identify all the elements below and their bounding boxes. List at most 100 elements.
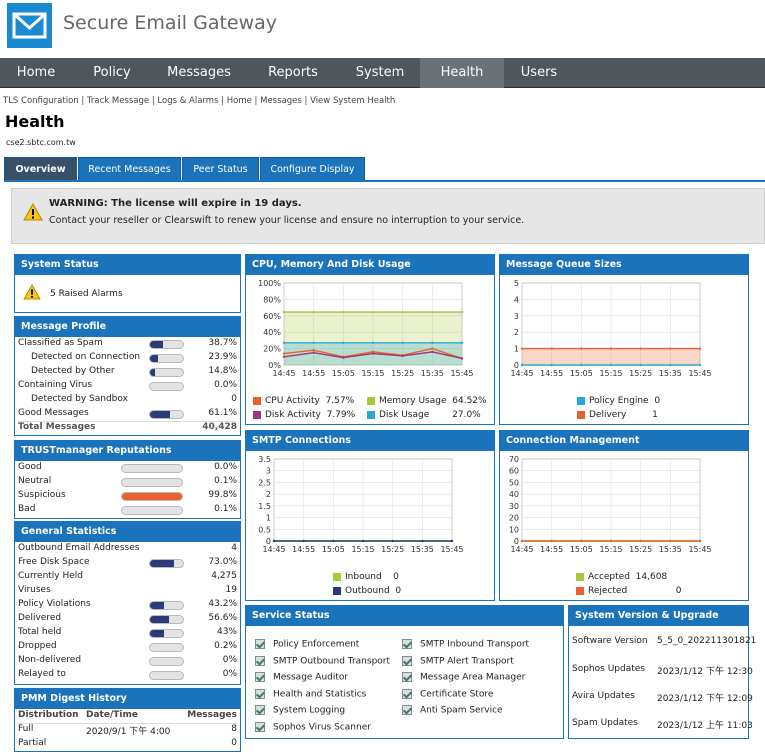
- y-tick-label: 0%: [268, 361, 281, 370]
- row-label: Delivered: [18, 613, 62, 623]
- row-label: Avira Updates: [572, 691, 635, 701]
- panel-title: General Statistics: [15, 522, 240, 542]
- x-tick-label: 15:25: [381, 545, 404, 554]
- nav-home[interactable]: Home: [16, 65, 56, 80]
- x-tick-label: 15:25: [391, 369, 414, 378]
- service-item: Message Auditor: [255, 672, 348, 683]
- data-point: [361, 539, 365, 543]
- row-label: Currently Held: [18, 571, 84, 581]
- system-version-panel: System Version & Upgrade Software Versio…: [568, 605, 756, 739]
- service-label: Message Auditor: [273, 672, 349, 683]
- y-tick-label: 3: [266, 467, 271, 476]
- row-value: 43%: [216, 627, 237, 637]
- breadcrumb[interactable]: TLS Configuration | Track Message | Logs…: [3, 96, 396, 106]
- row-value: 99.8%: [208, 490, 237, 500]
- data-point: [282, 341, 286, 345]
- hostname: cse2.sbtc.com.tw: [6, 138, 76, 147]
- row-value: 38.7%: [208, 338, 237, 348]
- reputation-row: Bad 0.1%: [18, 504, 237, 518]
- data-point: [342, 356, 345, 359]
- data-point: [609, 347, 613, 350]
- y-tick-label: 80%: [263, 295, 281, 304]
- x-tick-label: 15:15: [351, 545, 374, 554]
- nav-messages[interactable]: Messages: [167, 65, 231, 80]
- data-point: [669, 363, 672, 367]
- data-point: [282, 355, 286, 358]
- legend-disk-activity: Disk Activity 7.79%: [253, 410, 355, 420]
- y-tick-label: 0: [266, 537, 271, 546]
- service-item: SMTP Outbound Transport: [255, 655, 391, 667]
- bar: [149, 671, 184, 680]
- data-point: [342, 310, 345, 314]
- connection-management-panel: Connection Management 0 10 20 30 40 50 60 70 14:…: [499, 430, 749, 601]
- stat-row: Non-delivered 0%: [18, 655, 237, 669]
- row-label: Good Messages: [18, 408, 89, 418]
- tab-recent-messages[interactable]: Recent Messages: [78, 157, 181, 181]
- message-queue-panel: Message Queue Sizes 0 1 2 3 4 5 14:45 14:55 15:0…: [499, 254, 749, 425]
- legend-delivery: Delivery 1: [577, 410, 658, 420]
- bar: [121, 492, 183, 501]
- nav-policy[interactable]: Policy: [93, 65, 131, 80]
- x-tick-label: 15:45: [450, 369, 473, 378]
- service-checkbox: [402, 688, 412, 699]
- row-label: Bad: [18, 504, 36, 514]
- y-tick-label: 1: [514, 345, 519, 354]
- service-label: SMTP Outbound Transport: [273, 656, 391, 667]
- row-label: Spam Updates: [572, 718, 638, 728]
- row-value: 0.0%: [214, 380, 237, 390]
- y-tick-label: 30: [509, 502, 519, 511]
- row-value: 0.2%: [214, 641, 237, 651]
- raised-alarms-link[interactable]: 5 Raised Alarms: [50, 289, 123, 299]
- legend-policy-engine: Policy Engine 0: [577, 396, 660, 406]
- x-tick-label: 15:05: [322, 545, 345, 554]
- stat-row: Outbound Email Addresses 4: [18, 543, 237, 557]
- data-point: [698, 347, 702, 350]
- nav-reports[interactable]: Reports: [268, 65, 318, 80]
- tab-overview[interactable]: Overview: [4, 157, 77, 181]
- service-label: SMTP Alert Transport: [420, 656, 514, 667]
- x-tick-label: 15:25: [629, 369, 652, 378]
- data-point: [580, 539, 583, 543]
- trustmanager-panel: TRUSTmanager Reputations Good 0.0% Neutra…: [14, 440, 241, 519]
- service-checkbox: [402, 655, 412, 666]
- reputation-row: Neutral 0.1%: [18, 476, 237, 490]
- profile-row: Good Messages 61.1%: [18, 408, 237, 422]
- y-tick-label: 100%: [258, 279, 281, 288]
- y-tick-label: 10: [509, 525, 519, 534]
- data-point: [272, 539, 276, 543]
- tab-peer-status[interactable]: Peer Status: [182, 157, 259, 181]
- row-value: 4,275: [211, 571, 237, 581]
- nav-system[interactable]: System: [355, 65, 405, 80]
- nav-users[interactable]: Users: [520, 65, 558, 80]
- row-datetime: 2020/9/1 下午 4:00: [86, 727, 171, 737]
- row-label: Sophos Updates: [572, 664, 645, 674]
- nav-health[interactable]: Health: [420, 58, 504, 88]
- service-label: Message Area Manager: [420, 672, 526, 683]
- x-tick-label: 15:15: [361, 369, 384, 378]
- row-value: 0%: [222, 669, 237, 679]
- pmm-header-row: Distribution Date/Time Messages: [18, 710, 237, 724]
- x-tick-label: 15:35: [411, 545, 434, 554]
- data-point: [302, 539, 305, 543]
- service-checkbox: [255, 722, 265, 732]
- y-tick-label: 0: [514, 361, 519, 370]
- main-nav: Home Policy Messages Reports System Heal…: [0, 58, 765, 88]
- y-tick-label: 40: [509, 490, 519, 499]
- x-tick-label: 14:45: [262, 545, 285, 554]
- x-tick-label: 15:25: [629, 545, 652, 554]
- row-label: Suspicious: [18, 490, 66, 500]
- service-checkbox: [255, 639, 265, 649]
- y-tick-label: 1.5: [258, 502, 271, 511]
- y-tick-label: 2: [266, 490, 271, 499]
- row-value: 5_5_0_202211301821: [657, 636, 757, 646]
- panel-title: Service Status: [246, 606, 563, 626]
- row-value: 0.1%: [214, 476, 237, 486]
- tab-configure-display[interactable]: Configure Display: [260, 157, 365, 181]
- x-tick-label: 15:05: [570, 369, 593, 378]
- service-item: System Logging: [255, 705, 345, 716]
- data-point: [450, 539, 454, 543]
- stat-row: Delivered 56.6%: [18, 613, 237, 627]
- version-row: Software Version 5_5_0_202211301821: [572, 636, 756, 646]
- legend-disk-usage: Disk Usage 27.0%: [367, 410, 481, 420]
- profile-row: Detected on Connection 23.9%: [18, 352, 237, 366]
